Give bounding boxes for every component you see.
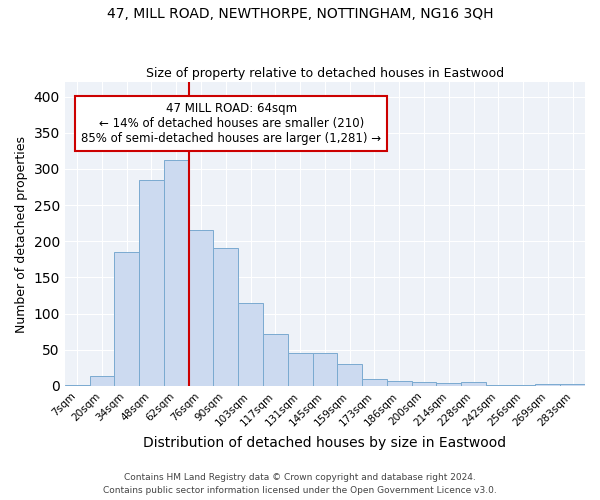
- Text: 47, MILL ROAD, NEWTHORPE, NOTTINGHAM, NG16 3QH: 47, MILL ROAD, NEWTHORPE, NOTTINGHAM, NG…: [107, 8, 493, 22]
- Bar: [263, 334, 288, 386]
- Bar: [214, 248, 238, 386]
- Bar: [115, 252, 139, 386]
- Bar: [511, 385, 535, 386]
- Bar: [164, 160, 188, 386]
- Bar: [461, 382, 486, 386]
- Bar: [436, 383, 461, 386]
- Bar: [412, 382, 436, 386]
- Bar: [535, 384, 560, 386]
- Bar: [188, 230, 214, 386]
- Bar: [288, 352, 313, 386]
- Text: Contains HM Land Registry data © Crown copyright and database right 2024.
Contai: Contains HM Land Registry data © Crown c…: [103, 473, 497, 495]
- Bar: [560, 384, 585, 386]
- Bar: [362, 378, 387, 386]
- Bar: [387, 381, 412, 386]
- Bar: [139, 180, 164, 386]
- Bar: [313, 354, 337, 386]
- Y-axis label: Number of detached properties: Number of detached properties: [15, 136, 28, 332]
- Text: 47 MILL ROAD: 64sqm
← 14% of detached houses are smaller (210)
85% of semi-detac: 47 MILL ROAD: 64sqm ← 14% of detached ho…: [81, 102, 382, 145]
- Bar: [65, 384, 89, 386]
- Bar: [89, 376, 115, 386]
- Bar: [337, 364, 362, 386]
- X-axis label: Distribution of detached houses by size in Eastwood: Distribution of detached houses by size …: [143, 436, 506, 450]
- Title: Size of property relative to detached houses in Eastwood: Size of property relative to detached ho…: [146, 66, 504, 80]
- Bar: [238, 302, 263, 386]
- Bar: [486, 385, 511, 386]
